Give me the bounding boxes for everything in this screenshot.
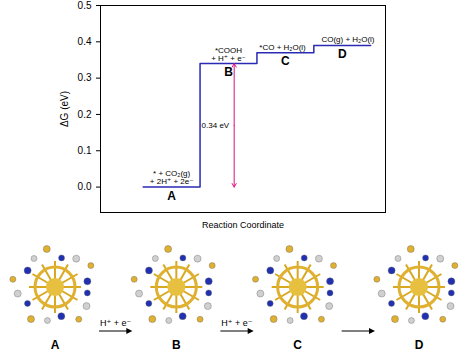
svg-text:D: D [338, 47, 347, 61]
svg-text:0.1: 0.1 [78, 145, 92, 156]
svg-text:0.5: 0.5 [78, 0, 92, 11]
svg-text:D: D [415, 338, 424, 352]
svg-text:0.3: 0.3 [78, 72, 92, 83]
svg-text:B: B [172, 338, 181, 352]
svg-text:H⁺ + e⁻: H⁺ + e⁻ [221, 318, 253, 328]
svg-text:0.34 eV: 0.34 eV [202, 121, 230, 130]
svg-text:Reaction Coordinate: Reaction Coordinate [202, 220, 284, 230]
svg-text:B: B [224, 65, 233, 80]
svg-text:0.4: 0.4 [78, 36, 92, 47]
svg-text:*COOH+ H⁺ + e⁻: *COOH+ H⁺ + e⁻ [211, 46, 246, 63]
svg-text:ΔG (eV): ΔG (eV) [59, 91, 70, 127]
svg-text:A: A [167, 189, 176, 203]
svg-text:* + CO₂(g)+ 2H⁺ + 2e⁻: * + CO₂(g)+ 2H⁺ + 2e⁻ [150, 169, 194, 186]
svg-text:*CO + H₂O(l): *CO + H₂O(l) [259, 43, 306, 52]
svg-text:C: C [281, 54, 290, 68]
svg-text:A: A [51, 338, 60, 352]
svg-text:0.0: 0.0 [78, 181, 92, 192]
svg-text:CO(g) + H₂O(l): CO(g) + H₂O(l) [321, 35, 374, 44]
svg-text:0.2: 0.2 [78, 109, 92, 120]
svg-text:C: C [293, 338, 302, 352]
svg-text:H⁺ + e⁻: H⁺ + e⁻ [100, 318, 132, 328]
